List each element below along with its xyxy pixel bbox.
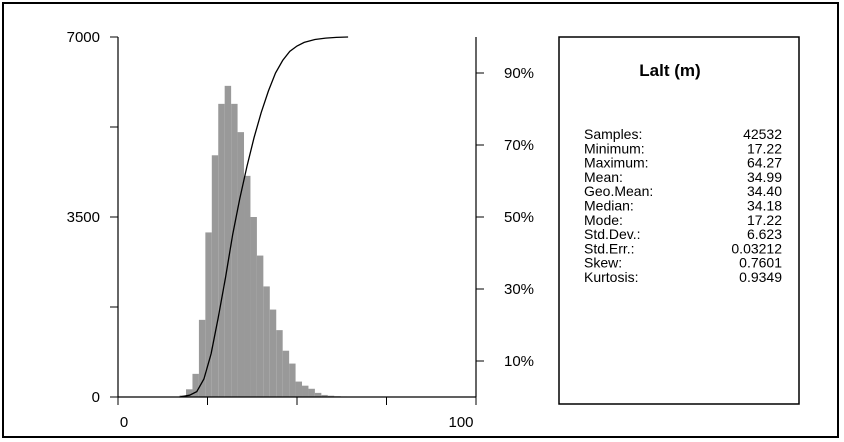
histogram-bar xyxy=(314,392,322,397)
histogram-bar xyxy=(211,155,219,397)
y-tick-label: 7000 xyxy=(67,29,100,46)
x-tick-label: 100 xyxy=(448,414,473,431)
stats-value: 6.623 xyxy=(747,226,782,242)
histogram-bar xyxy=(205,232,212,397)
stats-label: Kurtosis: xyxy=(584,269,638,285)
histogram-bar xyxy=(276,330,283,397)
stats-label: Geo.Mean: xyxy=(584,183,653,199)
stats-value: 42532 xyxy=(743,126,782,142)
histogram-bar xyxy=(282,350,290,397)
stats-value: 0.03212 xyxy=(731,240,782,256)
stats-box-border xyxy=(558,36,800,405)
y-tick-label: 3500 xyxy=(67,209,100,226)
histogram-bar xyxy=(224,85,232,397)
stats-label: Std.Dev.: xyxy=(584,226,641,242)
stats-label: Std.Err.: xyxy=(584,240,635,256)
right-tick-label: 10% xyxy=(504,353,534,370)
histogram-bar xyxy=(327,395,335,397)
stats-value: 17.22 xyxy=(747,212,782,228)
stats-label: Mean: xyxy=(584,169,623,185)
histogram-bar xyxy=(321,394,328,397)
histogram-bar xyxy=(250,217,257,397)
histogram-bar xyxy=(295,381,303,397)
histogram-bar xyxy=(218,103,225,397)
right-tick-label: 30% xyxy=(504,281,534,298)
histogram-bar xyxy=(244,175,251,397)
stats-box: Lalt (m) Samples: 42532 Minimum: 17.22 Maxim… xyxy=(558,36,800,405)
x-tick-label: 0 xyxy=(120,414,128,431)
histogram-bar xyxy=(256,255,264,397)
stats-label: Median: xyxy=(584,198,634,214)
histogram-bar xyxy=(302,385,309,397)
right-tick-label: 70% xyxy=(504,137,534,154)
histogram-bar xyxy=(269,309,277,397)
stats-value: 34.99 xyxy=(747,169,782,185)
histogram-bar xyxy=(237,132,245,397)
histogram-bar xyxy=(231,103,238,397)
stats-title: Lalt (m) xyxy=(639,61,700,80)
right-tick-label: 90% xyxy=(504,65,534,82)
right-tick-label: 50% xyxy=(504,209,534,226)
stats-label: Samples: xyxy=(584,126,642,142)
bars-layer xyxy=(179,85,348,397)
stats-value: 0.7601 xyxy=(739,255,782,271)
cumulative-line xyxy=(179,36,349,398)
stats-value: 34.40 xyxy=(747,183,782,199)
histogram-bar xyxy=(186,389,193,397)
stats-label: Maximum: xyxy=(584,155,649,171)
axes-layer: 0 3500 7000 0 100 10% 30% 50% 70% 90% xyxy=(67,29,534,431)
cumulative-line-layer xyxy=(179,36,349,398)
stats-value: 0.9349 xyxy=(739,269,782,285)
histogram-bar xyxy=(308,388,315,397)
histogram-bar xyxy=(289,363,296,397)
histogram-panel: 0 3500 7000 0 100 10% 30% 50% 70% 90% Lalt (m) Sa… xyxy=(2,2,839,438)
stats-label: Mode: xyxy=(584,212,623,228)
histogram-chart: 0 3500 7000 0 100 10% 30% 50% 70% 90% Lalt (m) Sa… xyxy=(67,29,800,431)
histogram-bar xyxy=(198,319,206,397)
histogram-bar xyxy=(192,373,199,397)
stats-label: Skew: xyxy=(584,255,622,271)
y-tick-label: 0 xyxy=(92,389,100,406)
stats-value: 64.27 xyxy=(747,155,782,171)
stats-label: Minimum: xyxy=(584,140,645,156)
stats-value: 34.18 xyxy=(747,198,782,214)
stats-value: 17.22 xyxy=(747,140,782,156)
histogram-bar xyxy=(263,286,270,397)
